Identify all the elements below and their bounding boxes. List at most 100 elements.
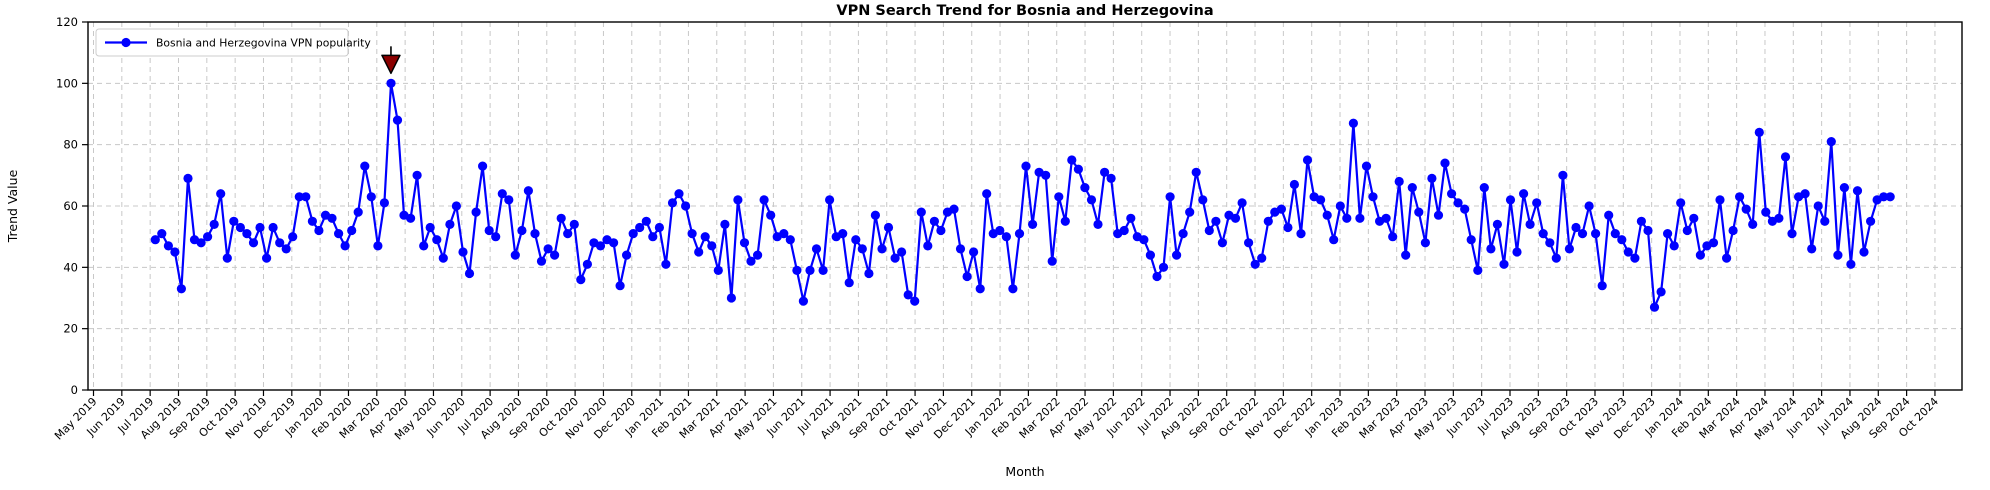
data-point-marker (681, 201, 691, 211)
data-point-marker (1715, 195, 1725, 205)
data-point-marker (1453, 198, 1463, 208)
data-point-marker (1813, 201, 1823, 211)
data-point-marker (1198, 195, 1208, 205)
data-point-marker (294, 192, 304, 202)
data-point-marker (491, 232, 501, 242)
data-point-marker (1126, 213, 1136, 223)
data-point-marker (622, 250, 632, 260)
triangle-down-icon (381, 54, 401, 75)
data-point-marker (1820, 216, 1830, 226)
data-point-marker (1355, 213, 1365, 223)
data-point-marker (392, 115, 403, 125)
y-tick-label: 20 (63, 322, 78, 336)
data-point-marker (779, 229, 789, 239)
data-point-marker (609, 238, 619, 248)
data-point-marker (792, 265, 802, 275)
legend-marker-icon (121, 37, 131, 48)
data-point-marker (242, 229, 252, 239)
data-point-marker (1230, 213, 1241, 223)
data-point-marker (1191, 167, 1201, 177)
data-point-marker (1348, 118, 1358, 128)
data-point-marker (1486, 244, 1496, 254)
data-point-marker (451, 201, 461, 211)
data-point-marker (550, 250, 560, 260)
data-point-marker (543, 244, 553, 254)
data-point-marker (563, 229, 573, 239)
data-point-marker (419, 241, 429, 251)
data-point-marker (1204, 225, 1214, 236)
data-point-marker (1257, 253, 1267, 263)
data-point-marker (1041, 170, 1051, 180)
data-point-marker (1610, 229, 1620, 239)
peak-annotation-marker (381, 46, 401, 75)
data-point-marker (1617, 235, 1627, 245)
data-point-marker (1342, 213, 1352, 223)
data-point-marker (1322, 210, 1332, 220)
data-point-marker (1021, 161, 1031, 171)
data-point-marker (216, 189, 226, 199)
data-point-marker (1676, 198, 1686, 208)
data-point-marker (1368, 192, 1378, 202)
data-point-marker (1708, 238, 1719, 248)
data-point-marker (1440, 158, 1450, 168)
data-point-marker (458, 247, 468, 257)
data-point-marker (753, 250, 763, 260)
data-point-marker (877, 244, 887, 254)
data-point-marker (1722, 253, 1732, 263)
data-point-marker (366, 192, 376, 202)
data-point-marker (504, 195, 514, 205)
data-point-marker (1473, 265, 1483, 275)
data-point-marker (1846, 259, 1856, 269)
data-point-marker (1073, 164, 1083, 174)
data-point-marker (929, 216, 940, 226)
data-point-marker (1401, 250, 1411, 260)
data-point-marker (314, 225, 324, 236)
data-point-marker (281, 244, 291, 254)
data-point-marker (150, 235, 160, 245)
data-point-marker (1244, 238, 1254, 248)
data-point-marker (910, 296, 920, 306)
trend-line (154, 82, 1891, 309)
data-point-marker (1591, 229, 1601, 239)
data-point-marker (661, 259, 671, 269)
data-point-marker (615, 281, 625, 291)
data-point-marker (1263, 216, 1273, 226)
data-point-marker (1551, 253, 1561, 263)
data-point-marker (406, 213, 416, 223)
data-point-marker (923, 241, 933, 251)
data-point-marker (1414, 207, 1424, 217)
data-point-marker (1512, 247, 1522, 257)
data-point-marker (1028, 219, 1038, 229)
data-point-marker (170, 247, 180, 257)
data-point-marker (785, 235, 795, 245)
data-point-marker (1001, 232, 1012, 242)
data-point-marker (523, 186, 534, 196)
data-point-marker (1584, 201, 1594, 211)
data-point-marker (890, 253, 900, 263)
data-point-marker (386, 78, 396, 88)
data-point-marker (530, 229, 540, 239)
data-point-marker (1047, 256, 1057, 266)
data-point-marker (1735, 192, 1745, 202)
data-point-marker (1885, 192, 1895, 202)
data-point-marker (1649, 302, 1660, 312)
data-point-marker (1139, 235, 1149, 245)
data-point-marker (818, 265, 828, 275)
data-point-marker (307, 216, 317, 226)
data-point-marker (209, 219, 219, 229)
data-point-marker (1741, 204, 1751, 214)
data-point-marker (1420, 238, 1430, 248)
data-point-marker (635, 222, 645, 233)
data-point-marker (379, 198, 389, 208)
data-point-marker (1381, 213, 1391, 223)
data-point-marker (1787, 229, 1797, 239)
data-point-marker (962, 271, 972, 282)
legend-box (95, 28, 349, 57)
data-point-marker (1014, 229, 1025, 239)
data-point-marker (1152, 271, 1162, 282)
data-point-marker (687, 229, 697, 239)
data-point-marker (641, 216, 651, 226)
data-point-marker (1407, 183, 1417, 193)
